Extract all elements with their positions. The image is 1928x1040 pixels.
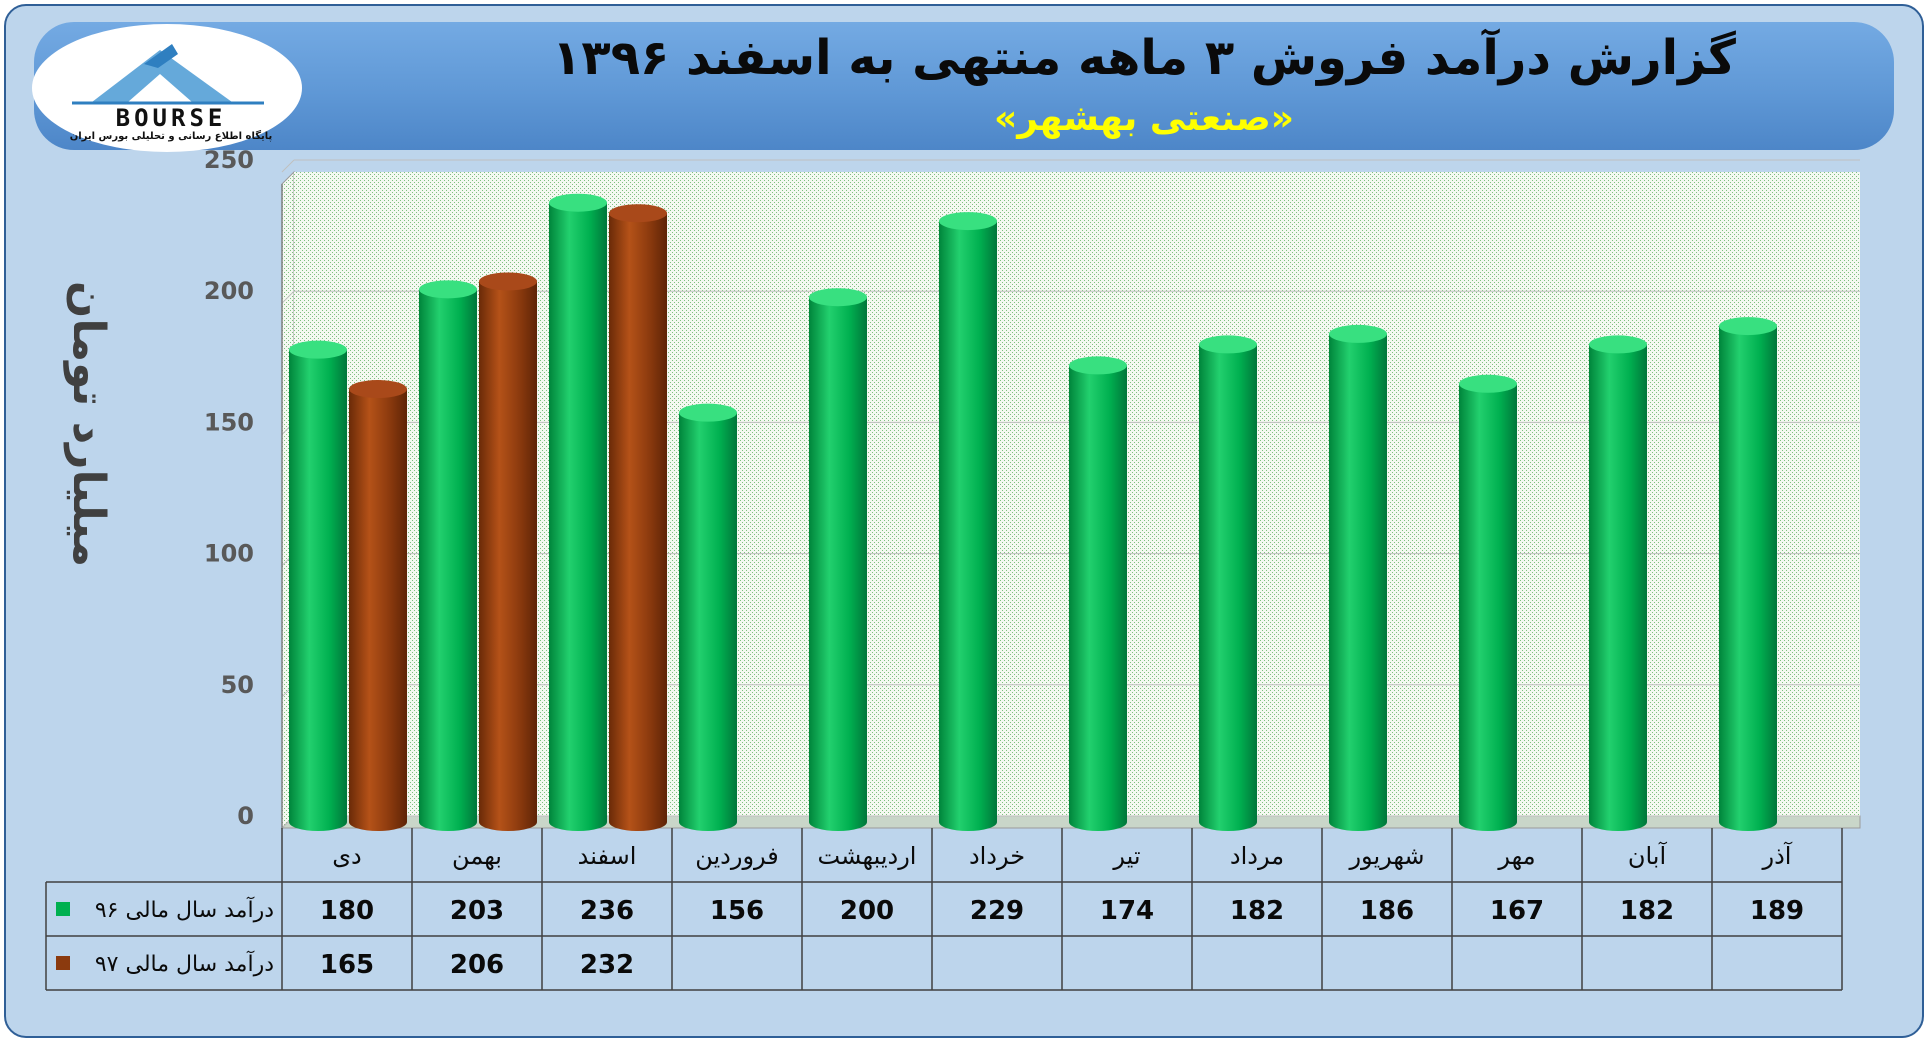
chart-title: گزارش درآمد فروش ۳ ماهه منتهی به اسفند ۱… (552, 30, 1736, 86)
bar-top (1069, 356, 1127, 375)
data-label: 229 (970, 896, 1024, 926)
category-label: تیر (1112, 842, 1140, 870)
data-label: 156 (710, 896, 764, 926)
data-label: 206 (450, 950, 504, 980)
bar (939, 212, 997, 831)
data-label: 174 (1100, 896, 1154, 926)
bar-body (479, 281, 537, 831)
bar (679, 403, 737, 831)
series-name: درآمد سال مالی ۹۶ (95, 896, 274, 923)
bar-body (1069, 365, 1127, 831)
bar-top (349, 380, 407, 399)
bar-body (1199, 344, 1257, 831)
bar (609, 204, 667, 831)
bar-top (1589, 335, 1647, 354)
bar-body (609, 213, 667, 831)
bar-top (1329, 324, 1387, 343)
bars (289, 193, 1777, 832)
bar-top (549, 193, 607, 212)
y-tick-label: 50 (221, 671, 254, 699)
bar-body (349, 389, 407, 831)
y-tick-label: 100 (204, 540, 254, 568)
category-label: آبان (1628, 841, 1668, 870)
category-label: مهر (1497, 842, 1535, 870)
title-banner: گزارش درآمد فروش ۳ ماهه منتهی به اسفند ۱… (34, 22, 1894, 150)
bar (289, 340, 347, 831)
category-label: اردیبهشت (818, 842, 917, 870)
bar-body (1589, 344, 1647, 831)
bar (1199, 335, 1257, 831)
legend-key (56, 956, 70, 970)
bar (349, 380, 407, 831)
bar-body (549, 202, 607, 832)
data-label: 186 (1360, 896, 1414, 926)
category-label: اسفند (578, 842, 637, 870)
series-name: درآمد سال مالی ۹۷ (95, 950, 274, 977)
bar-top (1719, 317, 1777, 336)
data-label: 182 (1620, 896, 1674, 926)
bar-body (679, 412, 737, 831)
data-label: 182 (1230, 896, 1284, 926)
bourse-logo: BOURSE پایگاه اطلاع رسانی و تحلیلی بورس … (32, 24, 302, 152)
bar-top (809, 288, 867, 307)
bar-body (1459, 383, 1517, 831)
y-tick-label: 200 (204, 277, 254, 305)
bar-top (679, 403, 737, 422)
logo-text: BOURSE (115, 104, 227, 132)
data-label: 167 (1490, 896, 1544, 926)
bar-top (419, 280, 477, 299)
bar (419, 280, 477, 831)
bar (1459, 374, 1517, 831)
bar-body (1329, 333, 1387, 831)
legend-key (56, 902, 70, 916)
bar-body (1719, 326, 1777, 831)
bar-body (419, 289, 477, 831)
bar-body (939, 221, 997, 831)
data-table: دی بهمن اسفند فروردین اردیبهشت خرداد تیر مرداد ش… (45, 828, 1843, 991)
logo-mark-icon (72, 44, 264, 105)
gridline-side (281, 290, 295, 304)
category-label: مرداد (1230, 842, 1284, 870)
chart-subtitle: «صنعتی بهشهر» (993, 98, 1295, 139)
bar-body (289, 349, 347, 831)
data-label: 180 (320, 896, 374, 926)
data-label: 165 (320, 950, 374, 980)
gridline-side (281, 159, 295, 173)
data-label: 236 (580, 896, 634, 926)
bar (1589, 335, 1647, 831)
bar (1329, 324, 1387, 831)
bar-top (1459, 374, 1517, 393)
bar-body (809, 297, 867, 831)
data-label: 200 (840, 896, 894, 926)
bar-top (939, 212, 997, 231)
bar (479, 272, 537, 831)
data-label: 203 (450, 896, 504, 926)
category-label: آذر (1762, 841, 1793, 870)
data-label: 189 (1750, 896, 1804, 926)
bar (1719, 317, 1777, 831)
y-axis-ticks: 0 50 100 150 200 250 (204, 146, 283, 830)
y-tick-label: 150 (204, 408, 254, 436)
bar-top (289, 340, 347, 359)
data-label: 232 (580, 950, 634, 980)
logo-subtext: پایگاه اطلاع رسانی و تحلیلی بورس ایران (69, 131, 273, 142)
bar (549, 193, 607, 832)
category-label: فروردین (695, 842, 779, 870)
bar (809, 288, 867, 831)
y-tick-label: 250 (204, 146, 254, 174)
bar-top (609, 204, 667, 223)
bar (1069, 356, 1127, 831)
category-label: بهمن (452, 842, 502, 870)
y-tick-label: 0 (237, 802, 254, 830)
category-label: دی (332, 842, 361, 870)
category-label: خرداد (969, 842, 1025, 870)
bar-top (1199, 335, 1257, 354)
bar-top (479, 272, 537, 291)
category-label: شهریور (1348, 842, 1424, 870)
